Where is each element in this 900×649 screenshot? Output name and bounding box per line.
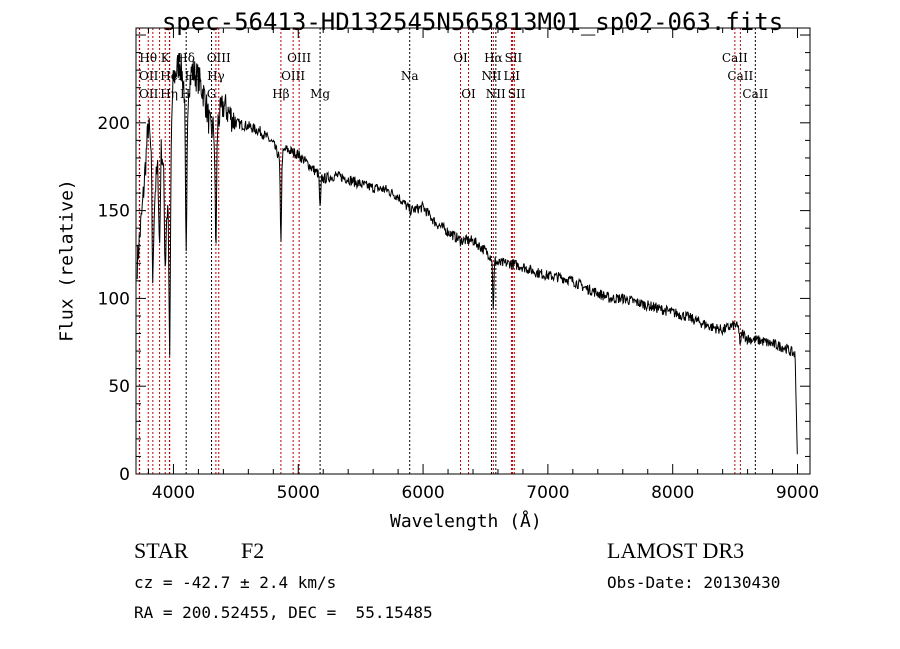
x-tick-label: 6000 — [401, 483, 444, 503]
line-marker-label: Hγ — [207, 69, 225, 83]
line-marker-label: OIII — [287, 51, 311, 65]
spectrum-line — [136, 54, 798, 455]
line-marker-label: K — [161, 51, 171, 65]
line-marker-label: CaII — [727, 69, 753, 83]
line-marker-label: OII — [139, 69, 159, 83]
line-marker-label: SII — [505, 51, 523, 65]
line-marker-label: SII — [508, 87, 526, 101]
line-marker-label: Mg — [310, 87, 330, 101]
x-tick-label: 7000 — [526, 483, 569, 503]
object-subclass: F2 — [241, 538, 265, 563]
y-tick-label: 100 — [98, 289, 130, 309]
x-tick-label: 8000 — [651, 483, 694, 503]
redshift-cz: cz = -42.7 ± 2.4 km/s — [134, 573, 337, 592]
y-tick-label: 150 — [98, 202, 130, 222]
line-marker-label: Na — [401, 69, 419, 83]
line-marker-label: Hη — [160, 87, 178, 101]
line-marker-label: G — [207, 87, 217, 101]
line-marker-label: Hα — [484, 51, 503, 65]
y-tick-label: 0 — [119, 465, 130, 485]
line-marker-label: NII — [482, 69, 502, 83]
line-marker-label: CaII — [742, 87, 768, 101]
line-marker-label: OII — [139, 87, 159, 101]
y-tick-label: 200 — [98, 114, 130, 134]
line-marker-label: Hβ — [272, 87, 289, 101]
x-tick-label: 5000 — [277, 483, 320, 503]
coordinates: RA = 200.52455, DEC = 55.15485 — [134, 603, 433, 622]
line-marker-label: OIII — [281, 69, 305, 83]
line-marker-label: OI — [461, 87, 476, 101]
x-axis-label: Wavelength (Å) — [390, 511, 542, 532]
line-marker-label: OI — [453, 51, 468, 65]
line-marker-label: NII — [486, 87, 506, 101]
line-marker-label: Hθ — [139, 51, 157, 65]
x-tick-label: 9000 — [776, 483, 819, 503]
x-tick-label: 4000 — [152, 483, 195, 503]
chart-title: spec-56413-HD132545N565813M01_sp02-063.f… — [161, 8, 784, 36]
line-marker-label: LiI — [504, 69, 521, 83]
y-axis-label: Flux (relative) — [56, 179, 78, 342]
obs-date: Obs-Date: 20130430 — [607, 573, 781, 592]
object-class: STAR — [134, 538, 189, 563]
line-marker-label: Hδ — [177, 51, 195, 65]
y-tick-label: 50 — [108, 377, 130, 397]
line-marker-label: CaII — [722, 51, 748, 65]
line-marker-label: OIII — [207, 51, 231, 65]
line-marker-label: H — [180, 87, 190, 101]
survey-name: LAMOST DR3 — [607, 538, 745, 563]
